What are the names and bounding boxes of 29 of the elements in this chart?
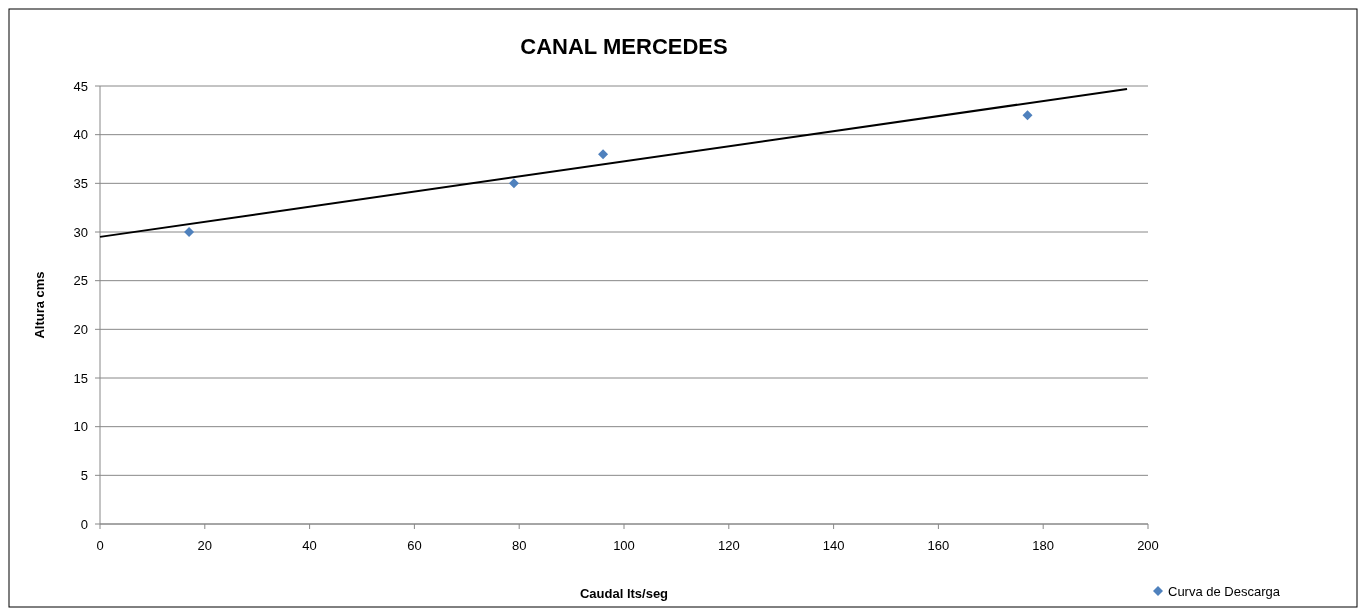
y-tick-label: 0	[80, 516, 88, 532]
x-tick-label: 0	[96, 538, 104, 553]
point	[1022, 110, 1033, 121]
x-tick-label: 40	[302, 538, 317, 553]
y-tick-label: 25	[73, 273, 88, 289]
x-tick-label: 120	[717, 538, 740, 553]
x-tick-label: 200	[1137, 538, 1159, 553]
y-tick-label: 40	[73, 127, 88, 143]
x-tick-label: 140	[822, 538, 845, 553]
point	[598, 149, 609, 160]
legend-label: Curva de Descarga	[1168, 584, 1281, 599]
chart-title: CANAL MERCEDES	[520, 34, 728, 59]
y-tick-label: 5	[80, 467, 88, 483]
y-tick-label: 10	[73, 419, 88, 435]
point	[508, 178, 519, 189]
x-tick-label: 60	[407, 538, 422, 553]
x-tick-label: 180	[1032, 538, 1055, 553]
y-tick-label: 30	[73, 224, 88, 240]
y-tick-label: 20	[73, 321, 88, 337]
x-tick-label: 100	[613, 538, 635, 553]
point	[184, 227, 195, 237]
y-axis-title: Altura cms	[32, 271, 47, 339]
y-tick-label: 15	[73, 370, 88, 386]
x-axis-title: Caudal lts/seg	[579, 586, 669, 601]
y-tick-label: 35	[73, 175, 88, 191]
y-tick-label: 45	[73, 78, 88, 94]
x-tick-label: 20	[197, 538, 213, 553]
x-tick-label: 80	[511, 538, 527, 553]
x-tick-label: 160	[927, 538, 950, 553]
